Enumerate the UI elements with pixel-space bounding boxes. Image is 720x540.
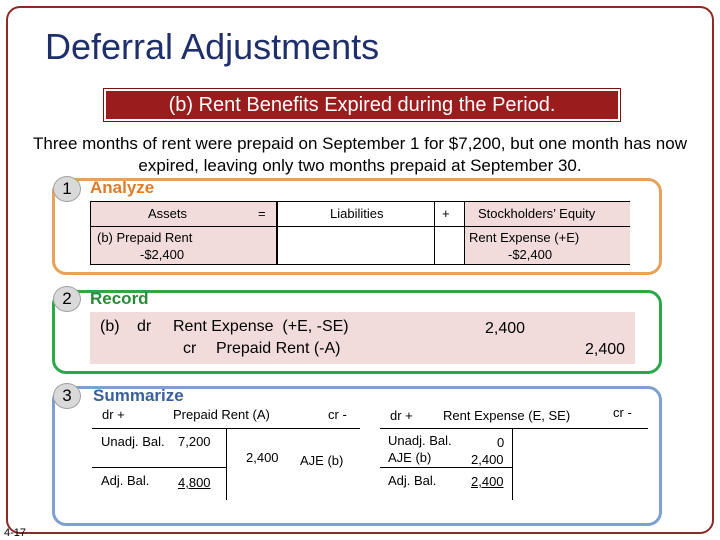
rent-t-stem [512,428,513,500]
prepaid-adj-value: 4,800 [178,475,211,490]
prepaid-unadj-value: 7,200 [178,434,211,449]
prepaid-credit-value: 2,400 [246,450,279,465]
prepaid-account-title: Prepaid Rent (A) [173,407,270,422]
debit-marker: dr [137,318,152,335]
equity-line-2: -$2,400 [508,247,553,262]
assets-line-1: (b) Prepaid Rent [97,230,193,245]
summarize-step-number: 3 [53,383,81,409]
liabilities-cell [277,202,435,264]
summarize-section-box [52,386,662,526]
scenario-banner: (b) Rent Benefits Expired during the Per… [103,88,621,122]
rent-adj-value: 2,400 [471,474,504,489]
record-section-box [52,290,662,374]
equation-divider [90,226,630,227]
credit-marker: cr [183,340,197,357]
rent-dr-header: dr + [390,408,413,423]
equity-line-1: Rent Expense (+E) [469,230,580,245]
prepaid-t-stem [226,428,227,500]
rent-aje-label: AJE (b) [388,450,432,465]
assets-header: Assets [148,206,188,221]
prepaid-unadj-label: Unadj. Bal. [101,434,165,449]
prepaid-cr-header: cr - [328,407,347,422]
debit-account: Rent Expense (+E, -SE) [173,318,349,335]
prepaid-dr-header: dr + [102,407,125,422]
analyze-step-number: 1 [53,176,81,202]
prepaid-balance-line [92,467,226,468]
scenario-description: Three months of rent were prepaid on Sep… [33,134,687,175]
equals-sign: = [258,206,266,221]
rent-unadj-label: Unadj. Bal. [388,433,452,448]
rent-aje-value: 2,400 [471,452,504,467]
accounting-equation-table [90,201,630,265]
credit-amount: 2,400 [585,341,626,358]
rent-cr-header: cr - [613,405,632,420]
rent-account-title: Rent Expense (E, SE) [443,408,571,423]
analyze-section-box [52,178,662,275]
plus-sign: + [442,206,450,221]
assets-cell [91,202,277,264]
record-label: Record [90,289,149,308]
debit-amount: 2,400 [485,320,526,337]
rent-unadj-value: 0 [497,435,505,450]
summarize-label: Summarize [93,386,184,405]
analyze-label: Analyze [90,178,155,197]
equity-header: Stockholders’ Equity [478,206,596,221]
prepaid-credit-label: AJE (b) [300,453,344,468]
entry-reference: (b) [100,318,120,335]
rent-balance-line [380,467,512,468]
page-number: 4-17 [4,527,27,539]
rent-t-top [380,428,648,429]
liabilities-header: Liabilities [330,206,384,221]
credit-account: Prepaid Rent (-A) [216,340,341,357]
slide-frame [6,6,714,534]
assets-line-2: -$2,400 [140,247,185,262]
journal-entry-panel [90,312,635,364]
prepaid-adj-label: Adj. Bal. [101,473,150,488]
slide-title: Deferral Adjustments [45,26,380,67]
record-step-number: 2 [53,286,81,312]
equity-cell [464,202,630,264]
rent-adj-label: Adj. Bal. [388,473,437,488]
